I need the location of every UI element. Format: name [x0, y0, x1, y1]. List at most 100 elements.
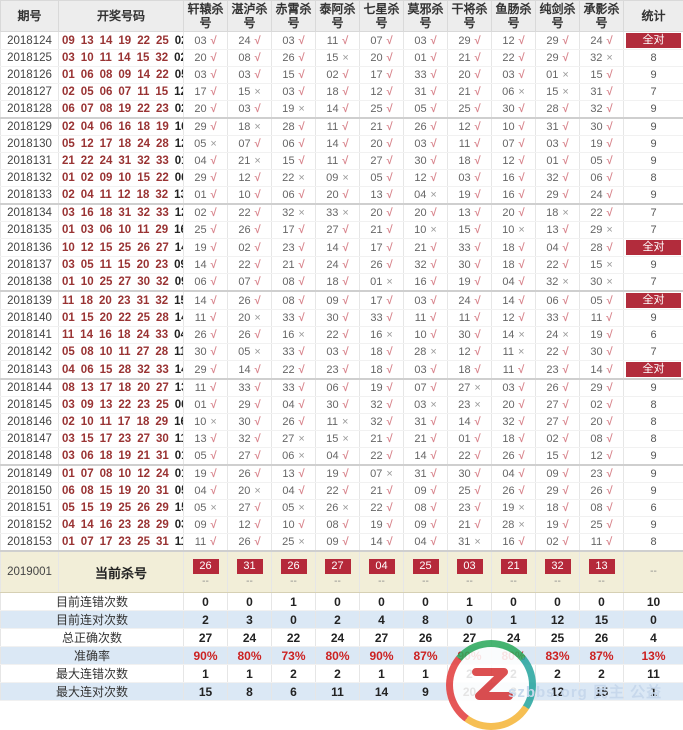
column-header: 开奖号码	[59, 1, 184, 32]
check-mark-icon: √	[607, 346, 613, 358]
kill-number: 20	[414, 207, 426, 219]
check-mark-icon: √	[563, 224, 569, 236]
check-mark-icon: √	[343, 295, 349, 307]
check-mark-icon: √	[563, 242, 569, 254]
kill-cell: 16√	[492, 170, 536, 187]
summary-stat-cell: 11	[624, 665, 683, 683]
check-mark-icon: √	[343, 259, 349, 271]
kill-cell: 29×	[580, 222, 624, 239]
summary-value-cell: 2	[536, 665, 580, 683]
front-number: 30	[137, 276, 150, 288]
kill-cell: 16√	[492, 187, 536, 205]
kill-cell: 29√	[580, 379, 624, 397]
check-mark-icon: √	[299, 346, 305, 358]
kill-cell: 09√	[316, 291, 360, 310]
check-mark-icon: √	[255, 35, 261, 47]
current-kill-cell: 31--	[228, 551, 272, 593]
kill-number: 19	[590, 138, 602, 150]
check-mark-icon: √	[519, 276, 525, 288]
check-mark-icon: √	[475, 502, 481, 514]
kill-number: 06	[282, 450, 294, 462]
front-number: 10	[118, 468, 131, 480]
kill-cell: 05×	[228, 344, 272, 361]
stat-cell: 7	[624, 222, 683, 239]
kill-number: 30	[238, 416, 250, 428]
kill-number: 05	[590, 155, 602, 167]
check-mark-icon: √	[211, 399, 217, 411]
kill-cell: 22√	[228, 204, 272, 222]
kill-cell: 18√	[360, 361, 404, 380]
kill-cell: 04√	[316, 448, 360, 466]
current-kill-badge: 25	[413, 559, 439, 574]
summary-label: 目前连错次数	[1, 593, 184, 611]
winning-numbers-cell: 11141618243304	[59, 327, 184, 344]
check-mark-icon: √	[211, 329, 217, 341]
check-mark-icon: √	[563, 35, 569, 47]
summary-value-cell: 26	[404, 629, 448, 647]
kill-cell: 09×	[316, 170, 360, 187]
check-mark-icon: √	[431, 103, 437, 115]
front-number: 22	[156, 172, 169, 184]
kill-number: 10	[414, 224, 426, 236]
summary-value-cell: 24	[228, 629, 272, 647]
check-mark-icon: √	[563, 138, 569, 150]
kill-cell: 08√	[316, 517, 360, 534]
kill-cell: 19√	[184, 465, 228, 483]
kill-number: 04	[194, 485, 206, 497]
kill-number: 30	[590, 346, 602, 358]
kill-number: 05	[194, 138, 206, 150]
check-mark-icon: √	[255, 536, 261, 548]
kill-cell: 09√	[404, 483, 448, 500]
kill-cell: 24√	[316, 257, 360, 274]
winning-numbers-cell: 02101117182916	[59, 414, 184, 431]
kill-cell: 22√	[316, 483, 360, 500]
cross-mark-icon: ×	[386, 329, 392, 341]
front-number: 11	[137, 224, 149, 236]
kill-number: 12	[502, 312, 514, 324]
check-mark-icon: √	[474, 138, 480, 150]
kill-cell: 14√	[492, 291, 536, 310]
winning-numbers-cell: 02050607111512	[59, 84, 184, 101]
cross-mark-icon: ×	[298, 207, 304, 219]
front-number: 24	[137, 138, 150, 150]
kill-number: 25	[194, 224, 206, 236]
kill-cell: 01√	[184, 187, 228, 205]
kill-number: 01	[546, 155, 558, 167]
kill-cell: 03√	[316, 344, 360, 361]
check-mark-icon: √	[563, 259, 569, 271]
kill-number: 04	[546, 242, 558, 254]
check-mark-icon: √	[387, 138, 393, 150]
check-mark-icon: √	[431, 450, 437, 462]
check-mark-icon: √	[387, 207, 393, 219]
kill-cell: 30√	[184, 344, 228, 361]
kill-cell: 20√	[448, 67, 492, 84]
kill-cell: 33√	[360, 310, 404, 327]
kill-number: 09	[194, 519, 206, 531]
check-mark-icon: √	[431, 69, 437, 81]
kill-number: 01	[414, 52, 426, 64]
current-kill-badge: 26	[193, 559, 219, 574]
front-number: 23	[118, 519, 131, 531]
check-mark-icon: √	[431, 364, 437, 376]
check-mark-icon: √	[387, 52, 393, 64]
front-number: 32	[156, 276, 169, 288]
cross-mark-icon: ×	[562, 329, 568, 341]
front-number: 10	[118, 224, 131, 236]
kill-cell: 26√	[580, 483, 624, 500]
summary-value: 2	[202, 613, 209, 627]
check-mark-icon: √	[431, 121, 437, 133]
check-mark-icon: √	[475, 189, 481, 201]
current-kill-badge: 03	[457, 559, 483, 574]
back-number: 06	[175, 399, 184, 411]
summary-value: 2	[334, 667, 341, 681]
kill-cell: 19×	[492, 500, 536, 517]
winning-numbers-cell: 03161831323312	[59, 204, 184, 222]
kill-number: 18	[546, 207, 558, 219]
kill-number: 27	[546, 416, 558, 428]
kill-number: 14	[194, 295, 206, 307]
kill-number: 08	[238, 52, 250, 64]
kill-cell: 05√	[184, 448, 228, 466]
front-number: 09	[62, 35, 75, 47]
front-number: 11	[62, 329, 74, 341]
